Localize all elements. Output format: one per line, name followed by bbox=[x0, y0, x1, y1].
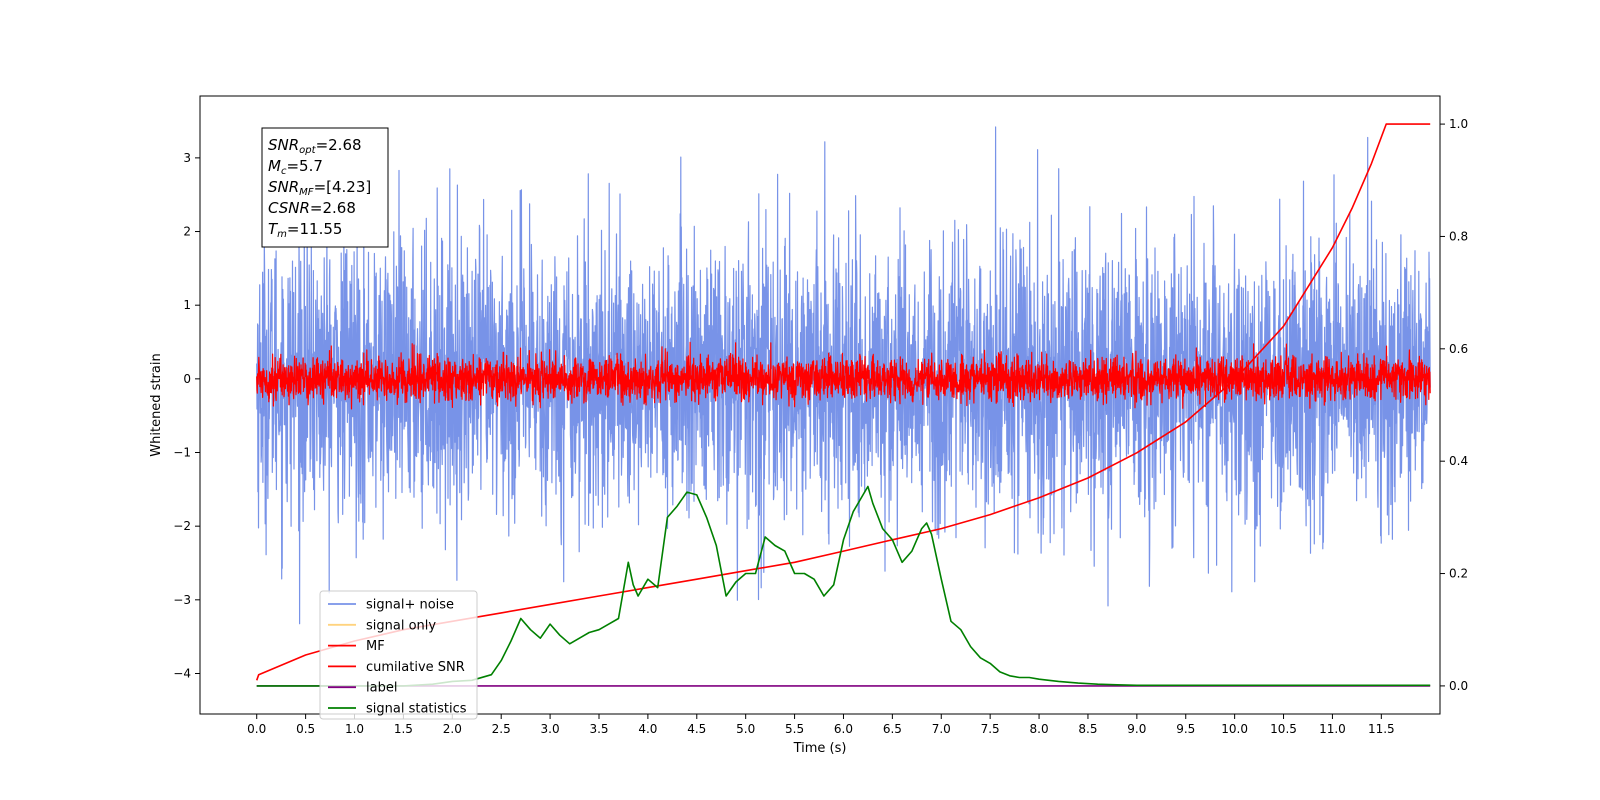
y2-tick-label: 0.0 bbox=[1449, 679, 1468, 693]
legend-label: label bbox=[366, 681, 397, 696]
series-line-signal-statistics bbox=[256, 485, 1431, 687]
y-tick-label: 0 bbox=[183, 372, 191, 386]
plot-frame bbox=[199, 95, 1441, 715]
legend-label: signal+ noise bbox=[366, 598, 454, 613]
y2-tick-label: 1.0 bbox=[1449, 117, 1468, 131]
legend-entry: signal only bbox=[328, 618, 436, 633]
series-line-mf bbox=[256, 341, 1431, 410]
legend-label: MF bbox=[366, 639, 385, 654]
annotation-line: SNRopt=2.68 bbox=[268, 136, 362, 156]
legend-entry: MF bbox=[328, 639, 385, 654]
x-tick-label: 4.0 bbox=[638, 722, 657, 736]
x-axis: 0.0 0.5 1.0 1.5 2.0 2.5 3.0 3.5 4.0 4.5 5.0 5.5 6.0 6… bbox=[247, 714, 1395, 736]
legend-label: signal statistics bbox=[366, 702, 467, 717]
x-tick-label: 10.5 bbox=[1270, 722, 1297, 736]
x-tick-label: 11.0 bbox=[1319, 722, 1346, 736]
y-axis-left: 3 2 1 0 −1 −2 −3 −4 bbox=[173, 151, 200, 680]
x-tick-label: 4.5 bbox=[687, 722, 706, 736]
x-tick-label: 11.5 bbox=[1368, 722, 1395, 736]
y2-tick-label: 0.8 bbox=[1449, 229, 1468, 243]
y2-tick-label: 0.4 bbox=[1449, 454, 1468, 468]
annotation-line: CSNR=2.68 bbox=[268, 199, 356, 217]
y-tick-label: −1 bbox=[173, 446, 191, 460]
y-tick-label: 1 bbox=[183, 298, 191, 312]
legend-entry: signal statistics bbox=[328, 702, 467, 717]
x-tick-label: 6.5 bbox=[883, 722, 902, 736]
x-tick-label: 5.0 bbox=[736, 722, 755, 736]
legend-entry: label bbox=[328, 681, 397, 696]
x-tick-label: 9.5 bbox=[1176, 722, 1195, 736]
x-tick-label: 10.0 bbox=[1221, 722, 1248, 736]
legend: signal+ noise signal only MF cumilative SNR… bbox=[319, 590, 478, 720]
x-tick-label: 3.0 bbox=[541, 722, 560, 736]
annotation-line: Mc=5.7 bbox=[268, 157, 323, 177]
x-tick-label: 9.0 bbox=[1127, 722, 1146, 736]
legend-frame bbox=[319, 590, 478, 720]
y-axis-label: Whitened strain bbox=[149, 353, 164, 456]
y-tick-label: −3 bbox=[173, 593, 191, 607]
x-tick-label: 8.0 bbox=[1030, 722, 1049, 736]
x-tick-label: 3.5 bbox=[589, 722, 608, 736]
x-tick-label: 1.5 bbox=[394, 722, 413, 736]
x-tick-label: 5.5 bbox=[785, 722, 804, 736]
y-tick-label: −2 bbox=[173, 519, 191, 533]
x-tick-label: 6.0 bbox=[834, 722, 853, 736]
x-tick-label: 7.5 bbox=[981, 722, 1000, 736]
x-tick-label: 1.0 bbox=[345, 722, 364, 736]
x-tick-label: 0.5 bbox=[296, 722, 315, 736]
x-tick-label: 2.0 bbox=[443, 722, 462, 736]
y-axis-right: 1.0 0.8 0.6 0.4 0.2 0.0 bbox=[1440, 117, 1468, 693]
y2-tick-label: 0.2 bbox=[1449, 567, 1468, 581]
y2-tick-label: 0.6 bbox=[1449, 342, 1468, 356]
annotation-line: Tm=11.55 bbox=[268, 220, 342, 240]
legend-label: cumilative SNR bbox=[366, 660, 465, 675]
y-tick-label: 2 bbox=[183, 225, 191, 239]
x-tick-label: 7.0 bbox=[932, 722, 951, 736]
y-tick-label: −4 bbox=[173, 666, 191, 680]
x-axis-label: Time (s) bbox=[793, 741, 847, 756]
legend-entry: cumilative SNR bbox=[328, 660, 465, 675]
x-tick-label: 2.5 bbox=[492, 722, 511, 736]
y-tick-label: 3 bbox=[183, 151, 191, 165]
legend-entry: signal+ noise bbox=[328, 598, 454, 613]
annotation-line: SNRMF=[4.23] bbox=[268, 178, 371, 198]
legend-entries: signal+ noise signal only MF cumilative SNR… bbox=[328, 598, 467, 717]
x-tick-label: 8.5 bbox=[1078, 722, 1097, 736]
legend-label: signal only bbox=[366, 618, 436, 633]
annotation-frame bbox=[261, 127, 389, 248]
x-tick-label: 0.0 bbox=[247, 722, 266, 736]
